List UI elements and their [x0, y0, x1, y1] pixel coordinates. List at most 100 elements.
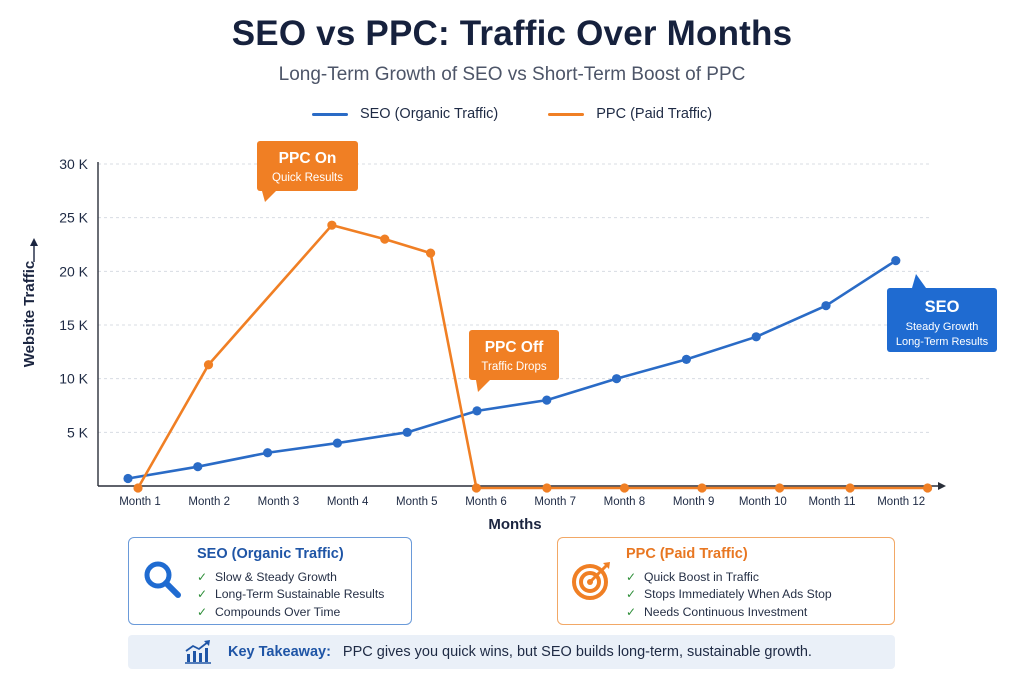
ppc-point [619, 483, 630, 493]
list-item: ✓ Quick Boost in Traffic [626, 568, 832, 586]
chart-legend: SEO (Organic Traffic) PPC (Paid Traffic) [0, 104, 1024, 124]
seo-card-list: ✓ Slow & Steady Growth ✓ Long-Term Sustain… [197, 568, 384, 621]
callout-box [887, 288, 997, 352]
tick-labels: 5 K 10 K 15 K 20 K 25 K 30 K Month 1 Month 2 Mon… [21, 156, 925, 533]
key-takeaway-banner: Key Takeaway: PPC gives you quick wins, … [128, 635, 895, 669]
legend-label-ppc: PPC (Paid Traffic) [596, 106, 713, 122]
seo-point [472, 406, 482, 416]
check-icon: ✓ [197, 587, 208, 602]
ppc-card-title: PPC (Paid Traffic) [626, 546, 748, 562]
list-item: ✓ Compounds Over Time [197, 603, 384, 621]
list-item: ✓ Needs Continuous Investment [626, 603, 832, 621]
seo-point [751, 332, 761, 342]
y-tick-label: 20 K [59, 263, 88, 279]
line-chart: 5 K 10 K 15 K 20 K 25 K 30 K Month 1 Month 2 Mon… [21, 141, 997, 533]
x-tick-label: Month 3 [258, 496, 300, 508]
series-lines [123, 220, 933, 493]
x-tick-label: Month 11 [808, 496, 855, 508]
y-tick-label: 15 K [59, 317, 88, 333]
legend-swatch-ppc [548, 112, 585, 116]
ppc-point [203, 360, 214, 370]
seo-point [402, 427, 412, 437]
callout-pointer [262, 191, 276, 202]
seo-point-1: Slow & Steady Growth [215, 569, 337, 584]
x-tick-label: Month 6 [465, 496, 507, 508]
list-item: ✓ Long-Term Sustainable Results [197, 586, 384, 604]
seo-point-3: Compounds Over Time [215, 604, 341, 619]
callout-text: Long-Term Results [896, 336, 989, 348]
y-tick-label: 5 K [67, 424, 89, 440]
seo-point [193, 462, 203, 472]
ppc-card-list: ✓ Quick Boost in Traffic ✓ Stops Immediate… [626, 568, 832, 621]
ppc-point [471, 483, 481, 493]
seo-point [542, 395, 552, 405]
ppc-point [380, 234, 390, 244]
callout-seo: SEO Steady Growth Long-Term Results [887, 274, 997, 352]
y-axis-title: Website Traffic [21, 261, 38, 367]
check-icon: ✓ [626, 587, 637, 602]
seo-card-title: SEO (Organic Traffic) [197, 546, 344, 562]
chart-subtitle: Long-Term Growth of SEO vs Short-Term Bo… [278, 64, 746, 85]
x-tick-label: Month 7 [534, 496, 576, 508]
seo-line [127, 259, 897, 480]
callouts: PPC On Quick Results PPC Off Traffic Drops S… [257, 141, 997, 392]
callout-ppc-on: PPC On Quick Results [257, 141, 358, 202]
legend-item-ppc: PPC (Paid Traffic) [548, 104, 712, 124]
x-tick-label: Month 1 [119, 496, 161, 508]
growth-chart-icon [185, 640, 211, 664]
callout-box [469, 330, 559, 380]
x-tick-label: Month 8 [604, 496, 646, 508]
y-tick-label: 25 K [59, 210, 88, 226]
legend-swatch-seo [311, 112, 348, 116]
ppc-point [425, 248, 436, 258]
ppc-point [923, 483, 933, 493]
x-tick-label: Month 2 [188, 496, 230, 508]
ppc-point [845, 483, 855, 493]
y-tick-label: 30 K [59, 156, 88, 172]
target-icon [572, 562, 610, 600]
seo-point-2: Long-Term Sustainable Results [215, 587, 385, 602]
ppc-point-3: Needs Continuous Investment [644, 604, 808, 619]
takeaway-text: PPC gives you quick wins, but SEO builds… [342, 644, 812, 660]
callout-ppc-off: PPC Off Traffic Drops [469, 330, 559, 392]
x-tick-label: Month 12 [877, 496, 925, 508]
takeaway-label: Key Takeaway: [228, 644, 331, 660]
ppc-point [697, 483, 707, 493]
callout-text: Quick Results [272, 172, 343, 184]
callout-pointer [476, 380, 490, 392]
grid-lines [98, 163, 930, 433]
callout-text: Steady Growth [906, 321, 979, 333]
callout-pointer [912, 274, 926, 288]
ppc-point [542, 483, 552, 493]
seo-point [123, 473, 133, 484]
ppc-point-2: Stops Immediately When Ads Stop [644, 587, 832, 602]
check-icon: ✓ [197, 569, 208, 584]
x-tick-label: Month 10 [739, 496, 787, 508]
legend-label-seo: SEO (Organic Traffic) [359, 106, 499, 122]
ppc-point [327, 220, 337, 230]
x-tick-label: Month 4 [327, 496, 369, 508]
seo-point [612, 374, 622, 384]
ppc-line [136, 223, 928, 490]
seo-point [332, 438, 342, 448]
seo-summary-card: SEO (Organic Traffic) ✓ Slow & Steady Gro… [128, 537, 412, 625]
x-axis-arrow [938, 482, 946, 490]
ppc-point [133, 483, 143, 493]
x-tick-label: Month 9 [673, 496, 715, 508]
y-tick-label: 10 K [59, 371, 88, 387]
chart-axes [97, 162, 946, 490]
callout-box [257, 141, 358, 191]
callout-text: Traffic Drops [481, 361, 546, 373]
list-item: ✓ Stops Immediately When Ads Stop [626, 586, 832, 604]
legend-item-seo: SEO (Organic Traffic) [311, 104, 499, 124]
x-axis-title: Months [488, 516, 541, 533]
ppc-point [774, 483, 785, 493]
callout-text: PPC On [279, 150, 337, 167]
check-icon: ✓ [626, 569, 637, 584]
list-item: ✓ Slow & Steady Growth [197, 568, 384, 586]
callout-text: PPC Off [485, 339, 544, 356]
seo-point [263, 448, 273, 458]
ppc-summary-card: PPC (Paid Traffic) ✓ Quick Boost in Traff… [557, 537, 895, 625]
x-tick-label: Month 5 [396, 496, 438, 508]
seo-point [821, 301, 831, 311]
